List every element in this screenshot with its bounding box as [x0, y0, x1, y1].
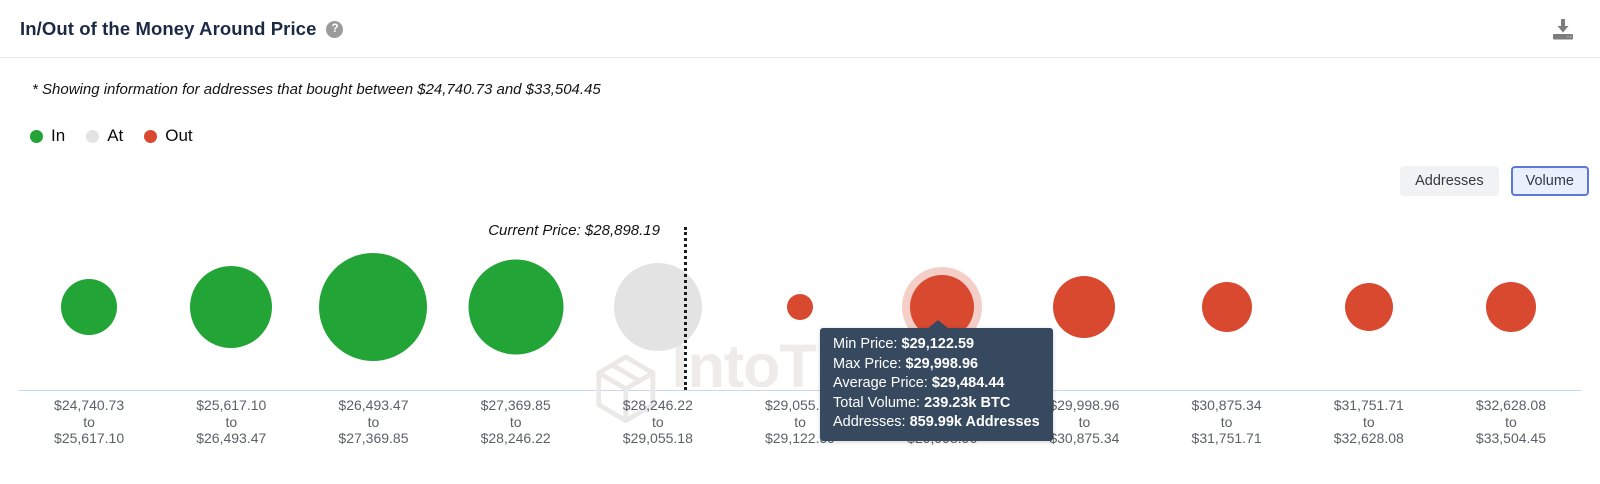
bubble-in[interactable] — [468, 259, 564, 355]
widget-header: In/Out of the Money Around Price ? — [20, 18, 344, 40]
help-icon[interactable]: ? — [326, 20, 344, 38]
tooltip-addresses: Addresses: 859.99k Addresses — [833, 414, 1040, 431]
bubble-out[interactable] — [787, 294, 814, 320]
price-bucket-4 — [445, 220, 587, 390]
bubble-out[interactable] — [1201, 282, 1252, 332]
price-bucket-8 — [1013, 220, 1155, 390]
legend-item-out[interactable]: Out — [144, 126, 193, 146]
tooltip-max-price: Max Price: $29,998.96 — [833, 355, 979, 372]
price-bucket-2 — [160, 220, 302, 390]
price-bucket-11 — [1440, 220, 1582, 390]
bucket-range-label: $29,055.18 to $29,122.59 — [764, 397, 836, 446]
tooltip-caret-icon — [927, 320, 949, 329]
metric-toggle: Addresses Volume — [1400, 166, 1589, 196]
bubble-tooltip: Min Price: $29,122.59 Max Price: $29,998… — [820, 320, 1053, 441]
bubble-in[interactable] — [319, 253, 428, 361]
x-axis-labels: $24,740.73 to $25,617.10 $25,617.10 to $26,4… — [18, 397, 1582, 447]
bubble-in[interactable] — [190, 266, 273, 348]
page-title: In/Out of the Money Around Price — [20, 18, 317, 39]
bucket-range-label: $27,369.85 to $28,246.22 — [480, 397, 551, 446]
price-bucket-5 — [587, 220, 729, 390]
bought-range-note: * Showing information for addresses that… — [32, 81, 601, 98]
bubble-at[interactable] — [613, 263, 702, 351]
price-bucket-9 — [1156, 220, 1298, 390]
bubble-out[interactable] — [1485, 282, 1536, 332]
price-bucket-10 — [1298, 220, 1440, 390]
volume-toggle-button[interactable]: Volume — [1510, 166, 1589, 196]
legend: In At Out — [30, 126, 193, 146]
price-bucket-6 — [729, 220, 871, 390]
current-price-line — [684, 227, 687, 390]
at-dot-icon — [86, 129, 100, 143]
bubble-row — [18, 220, 1582, 390]
x-axis-line — [18, 390, 1582, 391]
current-price-label: Current Price: $28,898.19 — [488, 222, 660, 239]
bubble-in[interactable] — [61, 279, 118, 335]
bucket-range-label: $25,617.10 to $26,493.47 — [196, 397, 267, 446]
bubble-out[interactable] — [1344, 283, 1393, 331]
price-bucket-1 — [18, 220, 160, 390]
bucket-range-label: $24,740.73 to $25,617.10 — [54, 397, 125, 446]
bubble-out[interactable] — [1053, 276, 1116, 338]
bucket-range-label: $30,875.34 to $31,751.71 — [1191, 397, 1262, 446]
bucket-range-label: $26,493.47 to $27,369.85 — [338, 397, 409, 446]
bucket-range-label: $31,751.71 to $32,628.08 — [1333, 397, 1404, 446]
addresses-toggle-button[interactable]: Addresses — [1400, 166, 1499, 196]
bucket-range-label: $28,246.22 to $29,055.18 — [622, 397, 693, 446]
price-bucket-3 — [302, 220, 444, 390]
header-divider — [0, 57, 1600, 58]
tooltip-average-price: Average Price: $29,484.44 — [833, 375, 1005, 392]
legend-item-in[interactable]: In — [30, 126, 65, 146]
bucket-range-label: $29,998.96 to $30,875.34 — [1049, 397, 1120, 446]
tooltip-min-price: Min Price: $29,122.59 — [833, 336, 975, 352]
legend-item-at[interactable]: At — [86, 126, 123, 146]
out-dot-icon — [144, 129, 158, 143]
tooltip-total-volume: Total Volume: 239.23k BTC — [833, 394, 1011, 411]
in-dot-icon — [30, 129, 43, 143]
download-icon[interactable] — [1549, 16, 1577, 42]
bucket-range-label: $32,628.08 to $33,504.45 — [1475, 397, 1546, 446]
